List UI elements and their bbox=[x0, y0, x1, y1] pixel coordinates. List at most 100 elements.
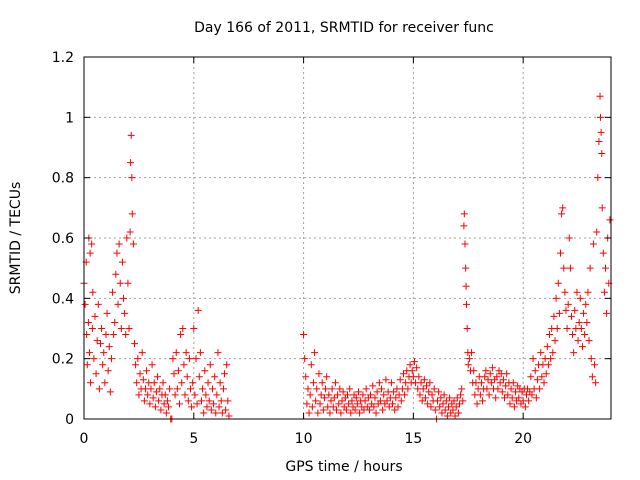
data-point bbox=[328, 385, 336, 393]
data-point bbox=[560, 264, 568, 272]
data-point bbox=[424, 400, 432, 408]
data-point bbox=[460, 222, 468, 230]
data-point bbox=[576, 294, 584, 302]
data-point bbox=[408, 367, 416, 375]
data-point bbox=[562, 306, 570, 314]
y-tick-label: 0.4 bbox=[52, 291, 74, 307]
data-point bbox=[507, 385, 515, 393]
data-point bbox=[465, 355, 473, 363]
data-point bbox=[184, 397, 192, 405]
data-point bbox=[304, 385, 312, 393]
data-point bbox=[176, 400, 184, 408]
data-point bbox=[575, 318, 583, 326]
data-point bbox=[139, 376, 147, 384]
data-point bbox=[115, 240, 123, 248]
data-point bbox=[224, 397, 232, 405]
data-point bbox=[318, 379, 326, 387]
data-point bbox=[106, 388, 114, 396]
data-point bbox=[415, 373, 423, 381]
data-point bbox=[389, 400, 397, 408]
data-point bbox=[92, 370, 100, 378]
data-point bbox=[91, 312, 99, 320]
data-point bbox=[591, 361, 599, 369]
data-point bbox=[476, 391, 484, 399]
data-point bbox=[173, 385, 181, 393]
data-point bbox=[567, 312, 575, 320]
data-point bbox=[595, 137, 603, 145]
data-point bbox=[406, 361, 414, 369]
data-point bbox=[442, 397, 450, 405]
data-point bbox=[588, 373, 596, 381]
data-point bbox=[150, 379, 158, 387]
data-point bbox=[344, 391, 351, 399]
data-point bbox=[124, 279, 132, 287]
data-point bbox=[552, 294, 560, 302]
data-point bbox=[134, 355, 142, 363]
data-point bbox=[540, 379, 548, 387]
data-point bbox=[221, 370, 229, 378]
data-point bbox=[128, 174, 136, 182]
data-point bbox=[464, 361, 472, 369]
data-point bbox=[330, 394, 338, 402]
data-point bbox=[443, 412, 451, 420]
data-point bbox=[144, 391, 152, 399]
data-point bbox=[468, 349, 476, 357]
data-point bbox=[308, 403, 316, 411]
data-point bbox=[536, 385, 544, 393]
data-point bbox=[121, 309, 129, 317]
data-point bbox=[418, 397, 426, 405]
data-point bbox=[147, 385, 155, 393]
data-point bbox=[454, 409, 462, 417]
data-point bbox=[307, 361, 315, 369]
data-point bbox=[584, 288, 592, 296]
data-point bbox=[515, 394, 523, 402]
data-point bbox=[155, 397, 163, 405]
data-point bbox=[481, 373, 489, 381]
data-point bbox=[315, 370, 323, 378]
data-point bbox=[185, 355, 193, 363]
data-point bbox=[462, 264, 470, 272]
data-point bbox=[135, 391, 143, 399]
data-point bbox=[101, 379, 109, 387]
y-tick-label: 0.2 bbox=[52, 352, 74, 368]
data-point bbox=[160, 400, 168, 408]
data-point bbox=[574, 337, 582, 345]
data-point bbox=[300, 331, 308, 339]
data-point bbox=[419, 385, 427, 393]
data-point bbox=[362, 385, 370, 393]
data-point bbox=[600, 288, 608, 296]
data-point bbox=[123, 234, 131, 242]
data-point bbox=[544, 361, 552, 369]
data-point bbox=[504, 391, 512, 399]
data-point bbox=[434, 397, 442, 405]
data-point bbox=[383, 397, 391, 405]
data-point bbox=[445, 403, 453, 411]
data-point bbox=[486, 370, 494, 378]
data-point bbox=[326, 409, 334, 417]
data-point bbox=[494, 385, 502, 393]
data-point bbox=[373, 388, 381, 396]
x-tick-label: 5 bbox=[189, 431, 198, 447]
data-point bbox=[593, 228, 601, 236]
data-point bbox=[410, 358, 418, 366]
data-point bbox=[431, 406, 439, 414]
data-point bbox=[303, 400, 311, 408]
data-point bbox=[457, 391, 465, 399]
data-point bbox=[118, 258, 126, 266]
x-tick-label: 15 bbox=[404, 431, 422, 447]
data-point bbox=[401, 391, 409, 399]
data-point bbox=[331, 379, 339, 387]
data-point bbox=[529, 355, 537, 363]
data-point bbox=[525, 397, 533, 405]
data-point bbox=[537, 349, 545, 357]
data-point bbox=[506, 400, 514, 408]
data-point bbox=[462, 282, 470, 290]
data-point bbox=[102, 331, 110, 339]
data-point bbox=[325, 391, 333, 399]
data-point bbox=[306, 391, 314, 399]
data-point bbox=[565, 234, 573, 242]
data-point bbox=[202, 391, 210, 399]
data-point bbox=[314, 409, 322, 417]
data-point bbox=[107, 355, 115, 363]
data-point bbox=[501, 394, 509, 402]
